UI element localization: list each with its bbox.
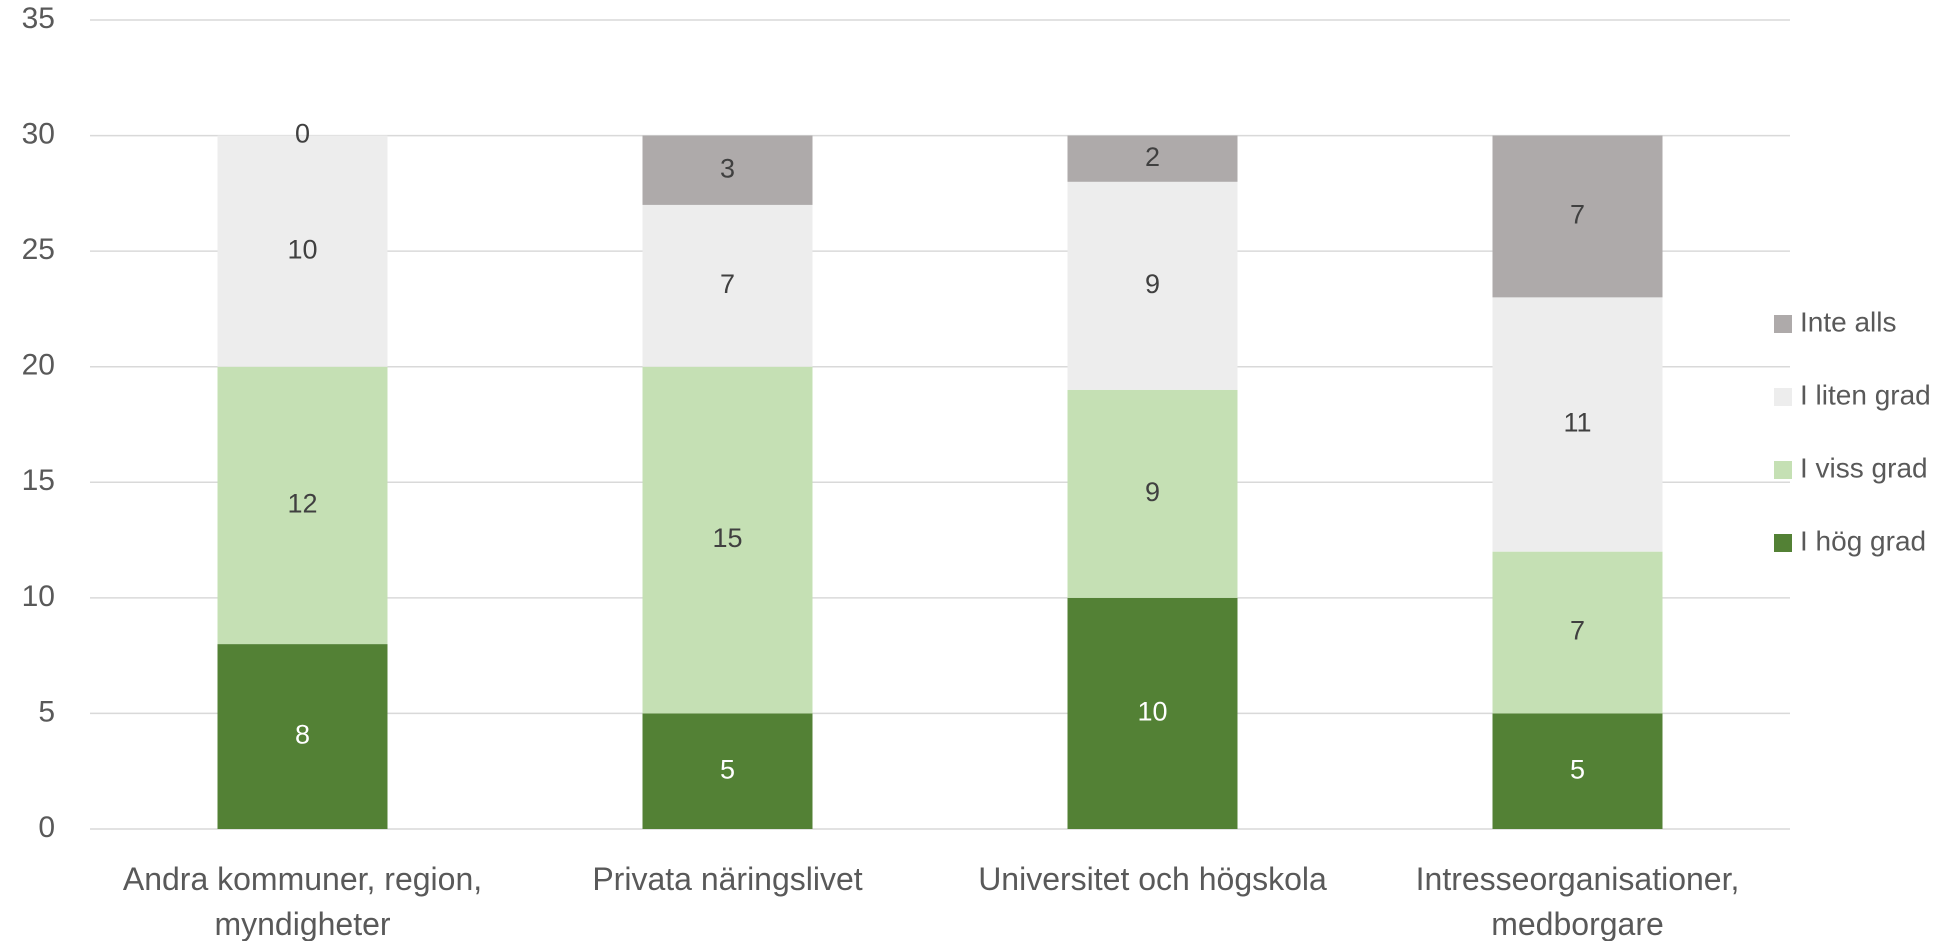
data-label: 7 bbox=[1570, 200, 1585, 230]
x-tick-label: Universitet och högskola bbox=[978, 861, 1327, 897]
bar-segment bbox=[1067, 389, 1238, 598]
data-label: 15 bbox=[712, 523, 742, 553]
data-label: 7 bbox=[720, 269, 735, 299]
bar-segment bbox=[217, 644, 388, 829]
y-tick-label: 15 bbox=[22, 464, 55, 497]
bar-segment bbox=[642, 135, 813, 205]
legend-label: I liten grad bbox=[1800, 379, 1931, 410]
y-tick-label: 25 bbox=[22, 233, 55, 266]
data-label: 2 bbox=[1145, 142, 1160, 172]
legend-swatch bbox=[1774, 388, 1792, 406]
bar-segment bbox=[1492, 551, 1663, 714]
y-tick-label: 10 bbox=[22, 580, 55, 613]
y-tick-label: 35 bbox=[22, 2, 55, 35]
bar-segment bbox=[1067, 181, 1238, 390]
legend-swatch bbox=[1774, 534, 1792, 552]
data-label: 10 bbox=[1137, 697, 1167, 727]
data-label: 10 bbox=[287, 234, 317, 264]
legend-label: I viss grad bbox=[1800, 452, 1928, 483]
legend-swatch bbox=[1774, 461, 1792, 479]
bar-segment bbox=[217, 366, 388, 645]
bar-segment bbox=[1492, 297, 1663, 552]
data-label: 5 bbox=[1570, 754, 1585, 784]
bar-segment bbox=[642, 366, 813, 714]
bar-segment bbox=[642, 204, 813, 367]
legend-label: Inte alls bbox=[1800, 306, 1897, 337]
bar-segment bbox=[642, 713, 813, 829]
data-label: 9 bbox=[1145, 269, 1160, 299]
y-tick-label: 30 bbox=[22, 117, 55, 150]
data-label: 7 bbox=[1570, 616, 1585, 646]
data-label: 12 bbox=[287, 489, 317, 519]
x-tick-label: Privata näringslivet bbox=[592, 861, 863, 897]
legend-swatch bbox=[1774, 315, 1792, 333]
data-label: 11 bbox=[1563, 408, 1591, 438]
data-label: 3 bbox=[720, 153, 735, 183]
bar-segment bbox=[1492, 713, 1663, 829]
x-tick-label: Andra kommuner, region, myndigheter bbox=[122, 861, 483, 941]
bar-segment bbox=[1492, 135, 1663, 298]
y-tick-label: 5 bbox=[38, 695, 55, 728]
data-label: 5 bbox=[720, 754, 735, 784]
bar-segment bbox=[1067, 597, 1238, 829]
y-tick-label: 20 bbox=[22, 349, 55, 382]
data-label: 8 bbox=[295, 720, 310, 750]
legend-label: I hög grad bbox=[1800, 525, 1926, 556]
data-label: 9 bbox=[1145, 477, 1160, 507]
bar-segment bbox=[217, 135, 388, 367]
y-tick-label: 0 bbox=[38, 811, 55, 844]
x-tick-label: Intresseorganisationer, medborgare bbox=[1415, 861, 1740, 941]
data-label: 0 bbox=[295, 119, 310, 149]
bar-segment bbox=[1067, 135, 1238, 182]
